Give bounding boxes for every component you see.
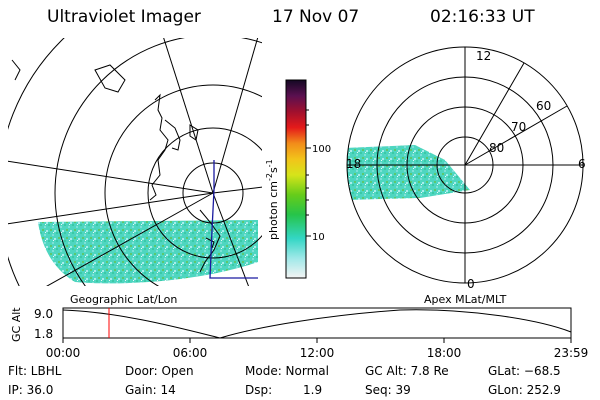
filter-info: Flt: LBHL — [8, 364, 62, 378]
alt-xtick-0000: 00:00 — [46, 346, 81, 360]
lat-label-80: 80 — [489, 141, 504, 155]
aurora-emission-left — [38, 220, 258, 284]
satellite-trajectory — [209, 160, 258, 279]
time-label: 02:16:33 UT — [430, 7, 535, 27]
geographic-map — [8, 38, 262, 286]
mlt-label-6: 6 — [578, 157, 586, 171]
dsp-value: 1.9 — [303, 383, 323, 397]
alt-ytick-1.8: 1.8 — [34, 327, 53, 341]
geographic-panel-label: Geographic Lat/Lon — [70, 293, 177, 306]
lat-label-70: 70 — [511, 120, 526, 134]
colorbar-tick-10: 10 — [312, 232, 325, 243]
alt-xtick-2359: 23:59 — [554, 346, 589, 360]
colorbar-unit-label: photon cm-2s-1 — [265, 159, 280, 240]
dsp-label: Dsp: — [245, 383, 273, 397]
colorbar-tick-100: 100 — [312, 144, 331, 155]
altitude-timeline: 9.0 1.8 GC Alt 00:00 06:00 12:00 18:00 2… — [10, 307, 588, 360]
mode-info: Mode: Normal — [245, 364, 329, 378]
mlt-label-18: 18 — [346, 157, 361, 171]
mlt-label-12: 12 — [476, 49, 491, 63]
ip-info: IP: 36.0 — [8, 383, 54, 397]
alt-xtick-0600: 06:00 — [173, 346, 208, 360]
gain-info: Gain: 14 — [125, 383, 176, 397]
glat-info: GLat: −68.5 — [488, 364, 561, 378]
door-info: Door: Open — [125, 364, 194, 378]
lat-label-60: 60 — [536, 99, 551, 113]
alt-xtick-1200: 12:00 — [300, 346, 335, 360]
alt-ytick-9: 9.0 — [34, 307, 53, 321]
seq-info: Seq: 39 — [365, 383, 411, 397]
colorbar — [285, 79, 307, 279]
mlt-label-0: 0 — [467, 277, 475, 291]
apex-panel-label: Apex MLat/MLT — [424, 293, 507, 306]
alt-ylabel: GC Alt — [10, 307, 23, 342]
gc-alt-info: GC Alt: 7.8 Re — [365, 364, 449, 378]
polar-mlt-plot: 12 18 6 0 60 70 80 — [346, 46, 586, 291]
altitude-curve — [62, 309, 572, 339]
alt-xtick-1800: 18:00 — [427, 346, 462, 360]
instrument-title: Ultraviolet Imager — [47, 7, 201, 27]
date-label: 17 Nov 07 — [272, 7, 360, 27]
glon-info: GLon: 252.9 — [488, 383, 561, 397]
coastlines — [11, 59, 221, 273]
